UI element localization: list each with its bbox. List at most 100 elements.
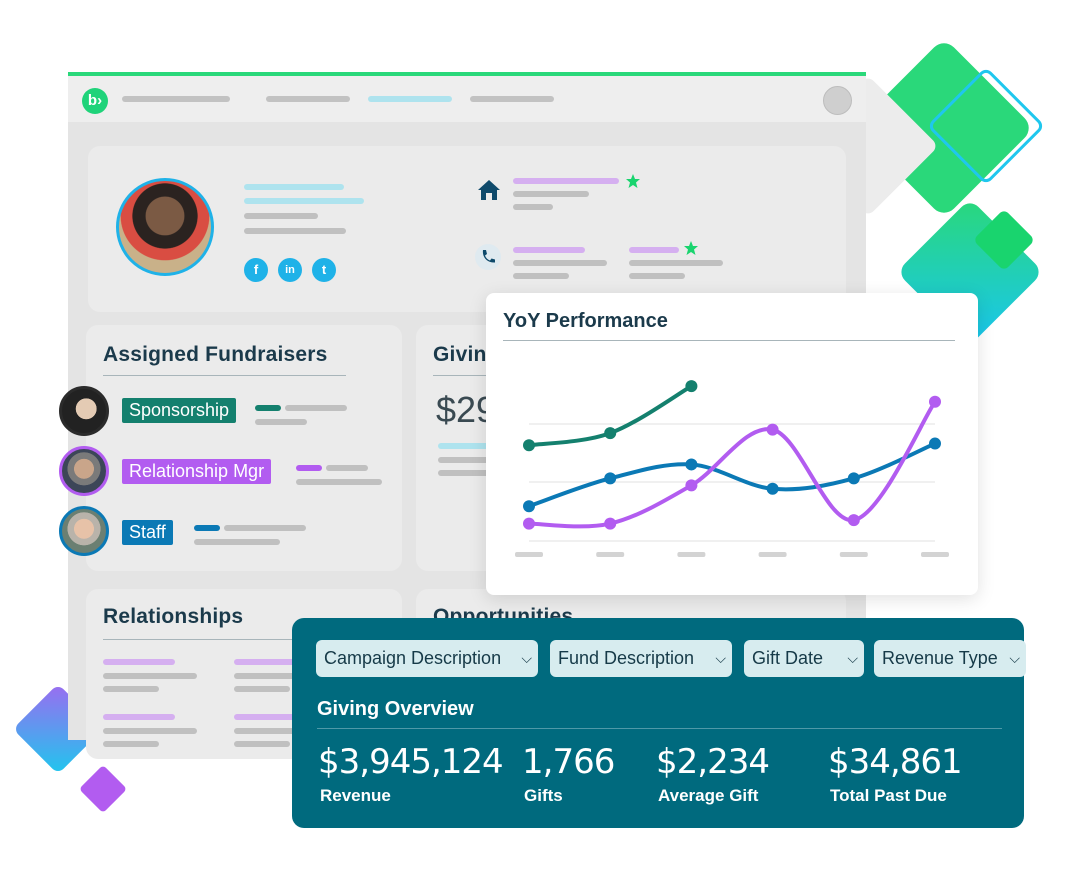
fundraiser-avatar[interactable] xyxy=(59,506,109,556)
fundraisers-divider xyxy=(103,375,346,376)
series-line-2 xyxy=(527,399,937,529)
data-point[interactable] xyxy=(604,427,617,440)
data-point[interactable] xyxy=(847,514,860,527)
relationship-line xyxy=(234,714,306,720)
address-line xyxy=(513,191,589,197)
nav-item[interactable] xyxy=(266,96,350,102)
address-line xyxy=(513,178,619,184)
giving-title: Giving xyxy=(433,343,500,366)
fundraiser-avatar[interactable] xyxy=(59,386,109,436)
relationship-line xyxy=(103,673,197,679)
relationship-line xyxy=(103,659,175,665)
stat-revenue-value: $3,945,124 xyxy=(318,742,504,782)
nav-item[interactable] xyxy=(470,96,554,102)
stat-revenue-label: Revenue xyxy=(320,786,391,805)
phone-line xyxy=(513,260,607,266)
fundraiser-line xyxy=(194,525,220,531)
address-line xyxy=(513,204,553,210)
x-tick-label xyxy=(758,552,787,557)
relationship-line xyxy=(234,741,290,747)
relationships-divider xyxy=(103,639,346,640)
facebook-icon[interactable]: f xyxy=(244,258,268,282)
x-tick-label xyxy=(677,552,706,557)
relationship-line xyxy=(234,659,306,665)
relationship-line xyxy=(103,714,175,720)
filter-label: Fund Description xyxy=(558,648,695,668)
stat-gifts-label: Gifts xyxy=(524,786,563,805)
phone-line xyxy=(629,273,685,279)
star-icon xyxy=(684,241,698,255)
relationship-line xyxy=(103,741,159,747)
twitter-icon[interactable]: t xyxy=(312,258,336,282)
star-icon xyxy=(626,174,640,188)
profile-line xyxy=(244,228,346,234)
phone-line xyxy=(629,247,679,253)
profile-panel: f in t xyxy=(88,146,846,312)
relationships-title: Relationships xyxy=(103,605,244,628)
data-point[interactable] xyxy=(685,380,698,393)
yoy-divider xyxy=(503,340,955,341)
stat-average-gift-value: $2,234 xyxy=(656,742,770,782)
giving-line xyxy=(438,457,518,463)
data-point[interactable] xyxy=(766,482,779,495)
chevron-down-icon: ⌵ xyxy=(715,650,726,666)
series-line-1 xyxy=(527,441,937,509)
fundraiser-tag-sponsorship[interactable]: Sponsorship xyxy=(122,398,237,423)
relationship-line xyxy=(103,728,197,734)
data-point[interactable] xyxy=(766,423,779,436)
phone-line xyxy=(629,260,723,266)
data-point[interactable] xyxy=(929,395,941,408)
fundraiser-line xyxy=(224,525,306,531)
chevron-down-icon: ⌵ xyxy=(1009,650,1020,666)
fundraiser-line xyxy=(326,465,368,471)
linkedin-icon[interactable]: in xyxy=(278,258,302,282)
data-point[interactable] xyxy=(847,472,860,485)
data-point[interactable] xyxy=(523,517,535,530)
fundraiser-line xyxy=(255,419,307,425)
x-tick-label xyxy=(839,552,868,557)
filter-campaign-description[interactable]: Campaign Description ⌵ xyxy=(316,640,538,677)
filter-gift-date[interactable]: Gift Date ⌵ xyxy=(744,640,864,677)
data-point[interactable] xyxy=(523,500,535,513)
x-tick-label xyxy=(596,552,625,557)
filter-revenue-type[interactable]: Revenue Type ⌵ xyxy=(874,640,1026,677)
relationship-line xyxy=(234,686,290,692)
data-point[interactable] xyxy=(685,458,698,471)
stat-gifts-value: 1,766 xyxy=(522,742,615,782)
phone-line xyxy=(513,247,585,253)
filter-label: Revenue Type xyxy=(882,648,998,668)
phone-icon xyxy=(475,244,501,270)
fundraiser-tag-relationship-mgr[interactable]: Relationship Mgr xyxy=(122,459,272,484)
stat-total-past-due-value: $34,861 xyxy=(828,742,963,782)
relationship-line xyxy=(103,686,159,692)
data-point[interactable] xyxy=(604,472,617,485)
fundraiser-avatar[interactable] xyxy=(59,446,109,496)
nav-item-active[interactable] xyxy=(368,96,452,102)
top-bar: b› xyxy=(68,76,866,122)
fundraiser-line xyxy=(285,405,347,411)
fundraisers-title: Assigned Fundraisers xyxy=(103,343,328,366)
fundraiser-line xyxy=(194,539,280,545)
fundraiser-line xyxy=(296,479,382,485)
data-point[interactable] xyxy=(685,479,698,492)
decor-small-purple-diamond xyxy=(78,764,128,814)
yoy-title: YoY Performance xyxy=(503,310,668,332)
filter-label: Gift Date xyxy=(752,648,824,668)
user-avatar[interactable] xyxy=(823,86,852,115)
stat-average-gift-label: Average Gift xyxy=(658,786,759,805)
fundraiser-tag-staff[interactable]: Staff xyxy=(122,520,173,545)
fundraiser-line xyxy=(255,405,281,411)
chevron-down-icon: ⌵ xyxy=(521,650,532,666)
nav-item[interactable] xyxy=(122,96,230,102)
data-point[interactable] xyxy=(604,517,617,530)
profile-line xyxy=(244,213,318,219)
logo-icon[interactable]: b› xyxy=(82,88,108,114)
data-point[interactable] xyxy=(929,437,941,450)
profile-name-line xyxy=(244,184,344,190)
relationship-line xyxy=(234,673,328,679)
data-point[interactable] xyxy=(523,439,535,452)
giving-line xyxy=(438,470,498,476)
filter-fund-description[interactable]: Fund Description ⌵ xyxy=(550,640,732,677)
stat-total-past-due-label: Total Past Due xyxy=(830,786,947,805)
giving-overview-panel: Campaign Description ⌵ Fund Description ⌵ … xyxy=(292,618,1026,828)
